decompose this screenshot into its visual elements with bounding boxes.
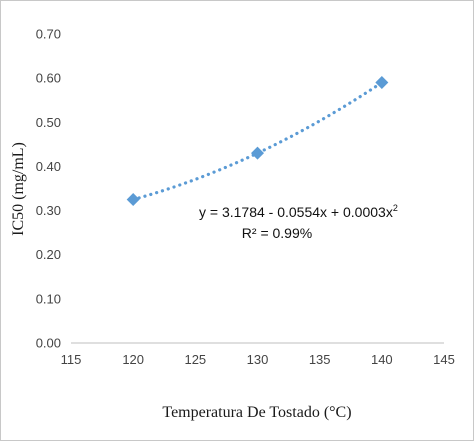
x-tick-label: 130 — [247, 352, 269, 367]
data-point — [126, 193, 140, 207]
y-axis-title: IC50 (mg/mL) — [10, 142, 27, 236]
x-tick-label: 135 — [309, 352, 331, 367]
y-tick-label: 0.20 — [36, 247, 61, 262]
x-tick-label: 140 — [371, 352, 393, 367]
x-tick-labels: 115 120 125 130 135 140 145 — [61, 352, 455, 367]
x-tick-label: 120 — [122, 352, 144, 367]
y-tick-label: 0.70 — [36, 27, 61, 42]
trendline-equation: y = 3.1784 - 0.0554x + 0.0003x2 — [199, 203, 398, 220]
y-tick-label: 0.50 — [36, 115, 61, 130]
data-point — [375, 76, 389, 90]
x-tick-label: 125 — [184, 352, 206, 367]
y-tick-labels: 0.00 0.10 0.20 0.30 0.40 0.50 0.60 0.70 — [36, 27, 61, 351]
y-tick-label: 0.40 — [36, 159, 61, 174]
y-tick-label: 0.00 — [36, 336, 61, 351]
x-axis-title: Temperatura De Tostado (°C) — [162, 404, 351, 421]
y-tick-label: 0.60 — [36, 71, 61, 86]
trendline — [131, 80, 384, 202]
data-point — [251, 146, 264, 160]
x-tick-label: 145 — [433, 352, 455, 367]
trendline-r-squared: R² = 0.99% — [242, 225, 312, 241]
y-tick-label: 0.10 — [36, 291, 61, 306]
data-points — [126, 76, 389, 207]
y-tick-label: 0.30 — [36, 203, 61, 218]
x-tick-label: 115 — [61, 352, 82, 367]
